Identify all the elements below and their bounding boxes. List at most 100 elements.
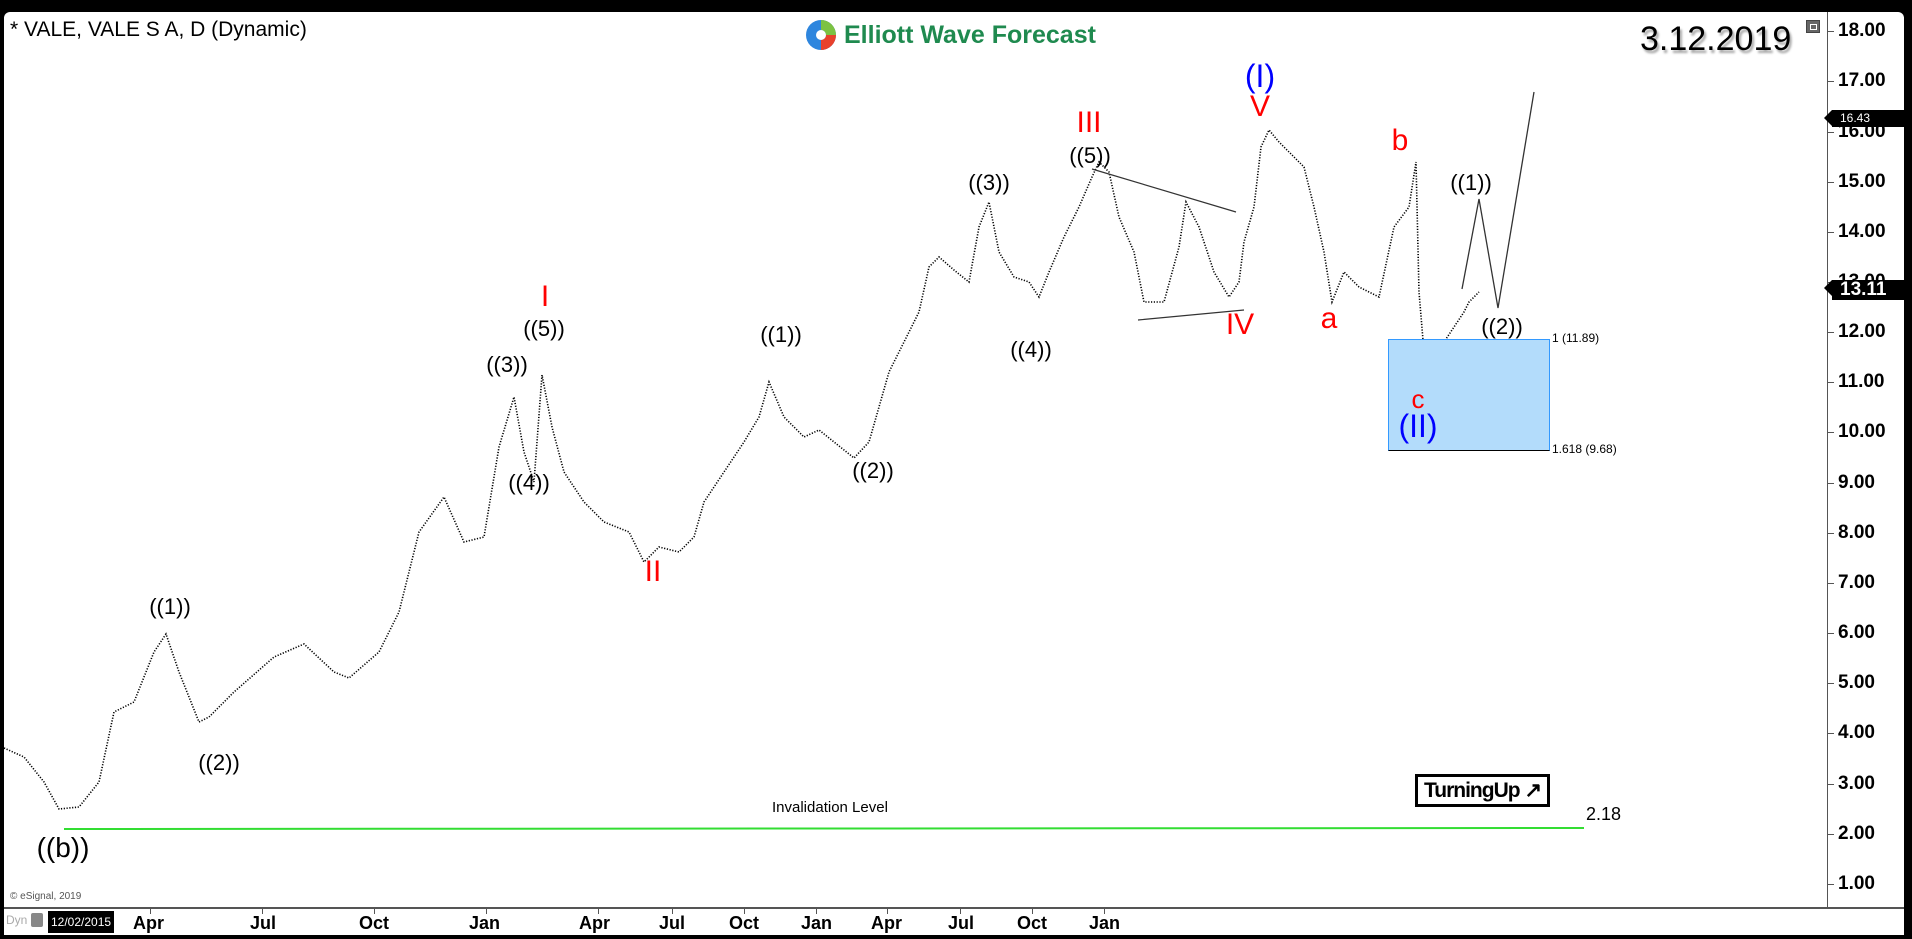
y-tick [1828, 232, 1834, 233]
x-label: Jan [1089, 913, 1121, 933]
x-tick [150, 909, 151, 914]
lock-icon[interactable] [31, 913, 43, 927]
turning-up-label: TurningUp [1424, 779, 1521, 802]
wave-label-I: I [540, 280, 550, 313]
x-label: Apr [871, 913, 902, 933]
y-tick [1828, 132, 1834, 133]
wave-label-3b: ((3)) [968, 170, 1010, 195]
y-label: 7.00 [1838, 572, 1875, 593]
wave-label-c: c [1411, 384, 1425, 414]
x-label: Oct [359, 913, 390, 933]
y-label: 8.00 [1838, 522, 1875, 543]
price-axis[interactable]: 18.00 17.00 16.00 15.00 14.00 13.00 12.0… [1827, 12, 1904, 907]
time-axis[interactable]: Dyn 12/02/2015 Apr Jul Oct Jan Apr Jul O… [4, 907, 1904, 935]
wave-label-II: II [644, 555, 662, 588]
y-tick [1828, 31, 1834, 32]
y-label: 18.00 [1838, 20, 1886, 41]
copyright: © eSignal, 2019 [10, 891, 82, 902]
x-label: Jan [469, 913, 501, 933]
wave-label-2b: ((2)) [852, 458, 894, 483]
y-tick [1828, 633, 1834, 634]
chart-title: * VALE, VALE S A, D (Dynamic) [10, 18, 307, 41]
wave-label-b-minor: b [1391, 124, 1409, 157]
x-label: Jan [801, 913, 833, 933]
start-date: 12/02/2015 [48, 911, 115, 933]
y-tick [1828, 533, 1834, 534]
x-label: Jul [250, 913, 277, 933]
y-label: 5.00 [1838, 672, 1875, 693]
wave-label-1: ((1)) [149, 594, 191, 619]
turning-up-badge: TurningUp ↗ [1415, 774, 1551, 807]
fib-lower-label: 1.618 (9.68) [1552, 442, 1617, 456]
y-tick [1828, 834, 1834, 835]
wave-label-b: ((b)) [36, 832, 90, 863]
wave-label-1b: ((1)) [760, 322, 802, 347]
fib-upper-label: 1 (11.89) [1552, 331, 1600, 345]
x-tick [1104, 909, 1105, 914]
price-bars [4, 91, 1585, 830]
arrow-up-right-icon: ↗ [1524, 779, 1542, 802]
wave-label-5: ((5)) [523, 316, 565, 341]
last-price-flag: 13.11 [1824, 280, 1904, 300]
x-tick [374, 909, 375, 914]
dynamic-toggle[interactable]: Dyn [6, 913, 28, 927]
x-tick [960, 909, 961, 914]
brand-logo: Elliott Wave Forecast [804, 18, 1096, 52]
invalidation-label: Invalidation Level [772, 799, 888, 816]
y-tick [1828, 583, 1834, 584]
y-tick [1828, 733, 1834, 734]
wave-label-primary-I: (I) [1244, 58, 1276, 94]
y-label: 17.00 [1838, 70, 1886, 91]
y-tick [1828, 884, 1834, 885]
y-label: 1.00 [1838, 873, 1875, 894]
y-label: 2.00 [1838, 823, 1875, 844]
price-plot[interactable]: 1 (11.89) 1.618 (9.68) * VALE, VALE S A,… [4, 12, 1827, 907]
wave-label-2: ((2)) [198, 750, 240, 775]
x-tick [887, 909, 888, 914]
y-tick [1828, 382, 1834, 383]
y-label: 9.00 [1838, 472, 1875, 493]
y-tick [1828, 81, 1834, 82]
y-label: 10.00 [1838, 421, 1886, 442]
wave-label-IV: IV [1225, 308, 1255, 341]
x-label: Oct [1017, 913, 1048, 933]
projection-label-2: ((2)) [1481, 314, 1523, 339]
wave-label-4: ((4)) [508, 470, 550, 495]
x-tick [486, 909, 487, 914]
fib-extension-zone[interactable] [1388, 339, 1550, 451]
wave-label-V: V [1249, 90, 1271, 123]
y-tick [1828, 182, 1834, 183]
y-label: 4.00 [1838, 722, 1875, 743]
x-tick [816, 909, 817, 914]
wave-label-III: III [1076, 106, 1102, 139]
x-tick [744, 909, 745, 914]
x-label: Oct [729, 913, 760, 933]
y-label: 12.00 [1838, 321, 1886, 342]
x-tick [598, 909, 599, 914]
restore-window-icon[interactable] [1806, 20, 1820, 33]
high-price-flag: 16.43 [1824, 110, 1904, 127]
y-tick [1828, 332, 1834, 333]
x-label: Jul [659, 913, 686, 933]
x-label: Apr [579, 913, 610, 933]
projection-label-1: ((1)) [1450, 170, 1492, 195]
y-label: 6.00 [1838, 622, 1875, 643]
y-tick [1828, 683, 1834, 684]
date-stamp: 3.12.2019 [1640, 20, 1792, 58]
y-tick [1828, 784, 1834, 785]
brand-name: Elliott Wave Forecast [844, 20, 1096, 49]
y-label: 11.00 [1838, 371, 1885, 392]
wave-label-primary-II: (II) [1398, 408, 1438, 444]
x-tick [672, 909, 673, 914]
chart-window: 1 (11.89) 1.618 (9.68) * VALE, VALE S A,… [4, 12, 1904, 935]
wave-label-5b: ((5)) [1069, 143, 1111, 168]
y-tick [1828, 483, 1834, 484]
y-label: 15.00 [1838, 171, 1886, 192]
x-tick [262, 909, 263, 914]
wave-label-a: a [1320, 302, 1338, 335]
y-tick [1828, 432, 1834, 433]
y-label: 3.00 [1838, 773, 1875, 794]
y-label: 14.00 [1838, 221, 1886, 242]
x-label: Apr [133, 913, 164, 933]
wave-label-3: ((3)) [486, 352, 528, 377]
